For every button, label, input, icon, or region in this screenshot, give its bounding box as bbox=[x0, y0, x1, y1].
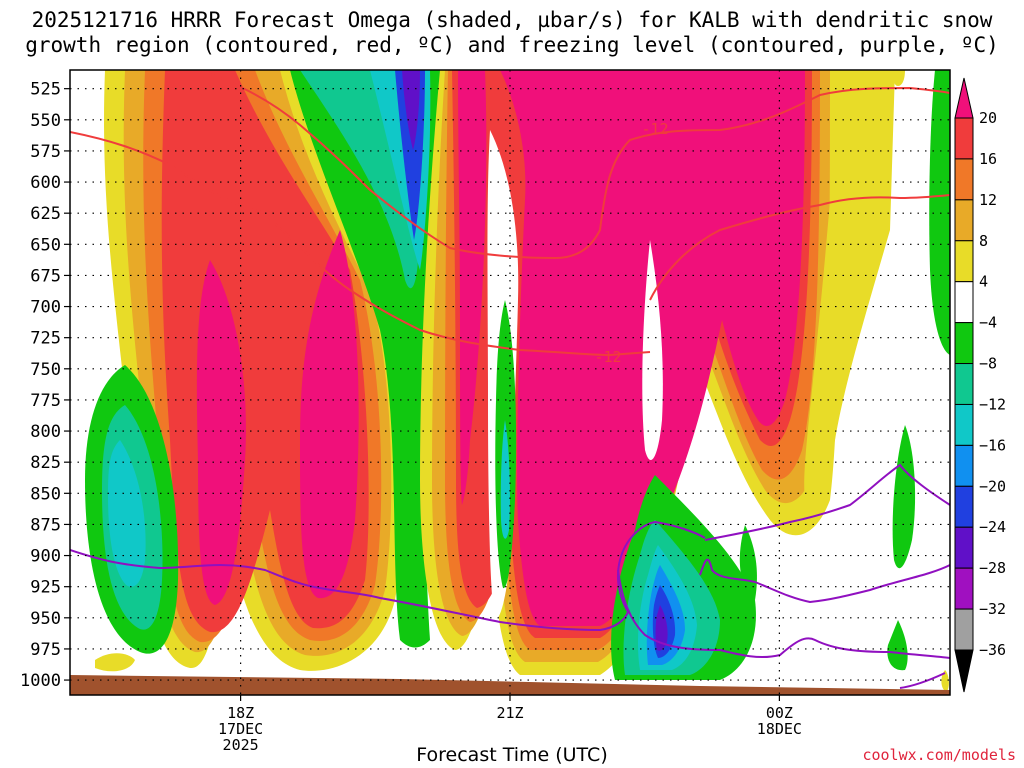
colorbar-band bbox=[954, 199, 974, 242]
colorbar-band bbox=[954, 117, 974, 160]
dendritic-lower-contour bbox=[199, 70, 950, 260]
colorbar-band bbox=[954, 526, 974, 569]
colorbar-arrow-top bbox=[954, 77, 974, 119]
x-tick-label: 18Z bbox=[227, 704, 254, 722]
y-tick-label: 575 bbox=[30, 142, 61, 162]
y-tick-label: 850 bbox=[30, 484, 61, 504]
colorbar-band bbox=[954, 240, 974, 283]
colorbar-label: 4 bbox=[979, 273, 988, 291]
y-axis: 525 550 575 600 625 650 675 700 725 750 775 800 825 8… bbox=[20, 80, 70, 691]
y-tick-label: 800 bbox=[30, 422, 61, 442]
x-tick-label: 21Z bbox=[496, 704, 523, 722]
credit-link[interactable]: coolwx.com/models bbox=[862, 746, 1016, 764]
omega-neg-left-c bbox=[108, 440, 146, 587]
omega-pos-right-low bbox=[941, 670, 949, 692]
y-tick-label: 975 bbox=[30, 640, 61, 660]
chart-title-line1: 2025121716 HRRR Forecast Omega (shaded, … bbox=[31, 8, 993, 32]
colorbar-arrow-bottom bbox=[954, 649, 974, 693]
x-tick-label: 2025 bbox=[223, 736, 259, 754]
dendritic-label-upper: -12 bbox=[641, 120, 668, 138]
colorbar-label: −16 bbox=[979, 436, 1006, 454]
colorbar-band bbox=[954, 485, 974, 528]
colorbar-band bbox=[954, 444, 974, 487]
plot-area bbox=[70, 70, 950, 695]
omega-neg-center-b bbox=[500, 420, 510, 539]
y-tick-label: 750 bbox=[30, 360, 61, 380]
omega-neg-right-low bbox=[887, 620, 908, 671]
colorbar-label: −32 bbox=[979, 600, 1006, 618]
colorbar-label: 20 bbox=[979, 109, 997, 127]
omega-right-4 bbox=[804, 70, 895, 500]
y-tick-label: 900 bbox=[30, 547, 61, 567]
x-axis: 18Z17DEC202521Z00Z18DEC03Z06Z09Z bbox=[218, 695, 802, 754]
y-tick-label: 700 bbox=[30, 298, 61, 318]
colorbar-label: 8 bbox=[979, 232, 988, 250]
colorbar-label: −24 bbox=[979, 518, 1006, 536]
y-tick-label: 625 bbox=[30, 204, 61, 224]
colorbar-band bbox=[954, 567, 974, 610]
omega-pos-small bbox=[95, 653, 135, 672]
colorbar-label: −12 bbox=[979, 395, 1006, 413]
x-tick-label: 18DEC bbox=[757, 720, 802, 738]
dendritic-contours bbox=[70, 70, 950, 357]
x-tick-label: 00Z bbox=[766, 704, 793, 722]
omega-center-20a bbox=[458, 70, 487, 505]
colorbar: 20 16 12 8 4 −4 −8 −12 −16 −20 −24 −28 −32 −36 bbox=[954, 77, 1006, 693]
omega-right-white-top bbox=[893, 70, 905, 86]
y-tick-label: 1000 bbox=[20, 671, 61, 691]
dendritic-right-contour bbox=[649, 194, 950, 301]
x-tick-label: 17DEC bbox=[218, 720, 263, 738]
colorbar-label: −4 bbox=[979, 314, 997, 332]
chart-title-line2: growth region (contoured, red, ºC) and f… bbox=[25, 33, 999, 57]
colorbar-band bbox=[954, 322, 974, 365]
freezing-level-upper-right bbox=[704, 463, 950, 541]
y-tick-label: 875 bbox=[30, 515, 61, 535]
y-tick-label: 775 bbox=[30, 391, 61, 411]
colorbar-band bbox=[954, 281, 974, 324]
colorbar-label: 16 bbox=[979, 150, 997, 168]
colorbar-label: 12 bbox=[979, 191, 997, 209]
y-tick-label: 675 bbox=[30, 266, 61, 286]
omega-shading bbox=[85, 70, 950, 692]
omega-neg-right-mid bbox=[892, 425, 916, 569]
x-axis-title: Forecast Time (UTC) bbox=[416, 744, 608, 766]
y-tick-label: 825 bbox=[30, 453, 61, 473]
colorbar-band bbox=[954, 608, 974, 651]
freezing-level-left bbox=[70, 520, 706, 632]
omega-band-20a bbox=[196, 260, 246, 605]
y-tick-label: 925 bbox=[30, 578, 61, 598]
omega-neg-top-e bbox=[402, 70, 420, 150]
y-tick-label: 725 bbox=[30, 329, 61, 349]
colorbar-label: −28 bbox=[979, 559, 1006, 577]
colorbar-band bbox=[954, 403, 974, 446]
y-tick-label: 525 bbox=[30, 80, 61, 100]
colorbar-label: −8 bbox=[979, 355, 997, 373]
colorbar-band bbox=[954, 158, 974, 201]
omega-band-20b bbox=[300, 230, 359, 599]
colorbar-band bbox=[954, 363, 974, 405]
freezing-level-mid-right bbox=[699, 558, 950, 604]
omega-neg-right-edge bbox=[929, 70, 950, 355]
dendritic-upper-contour bbox=[70, 131, 651, 357]
freezing-level-bottom-right bbox=[899, 672, 946, 689]
colorbar-label: −36 bbox=[979, 641, 1006, 659]
y-tick-label: 600 bbox=[30, 173, 61, 193]
y-tick-label: 650 bbox=[30, 235, 61, 255]
omega-neg-bottom-f bbox=[655, 605, 668, 651]
omega-gap-right bbox=[642, 240, 663, 460]
colorbar-label: −20 bbox=[979, 477, 1006, 495]
y-tick-label: 550 bbox=[30, 111, 61, 131]
y-tick-label: 950 bbox=[30, 609, 61, 629]
dendritic-label-lower: -12 bbox=[594, 348, 621, 366]
